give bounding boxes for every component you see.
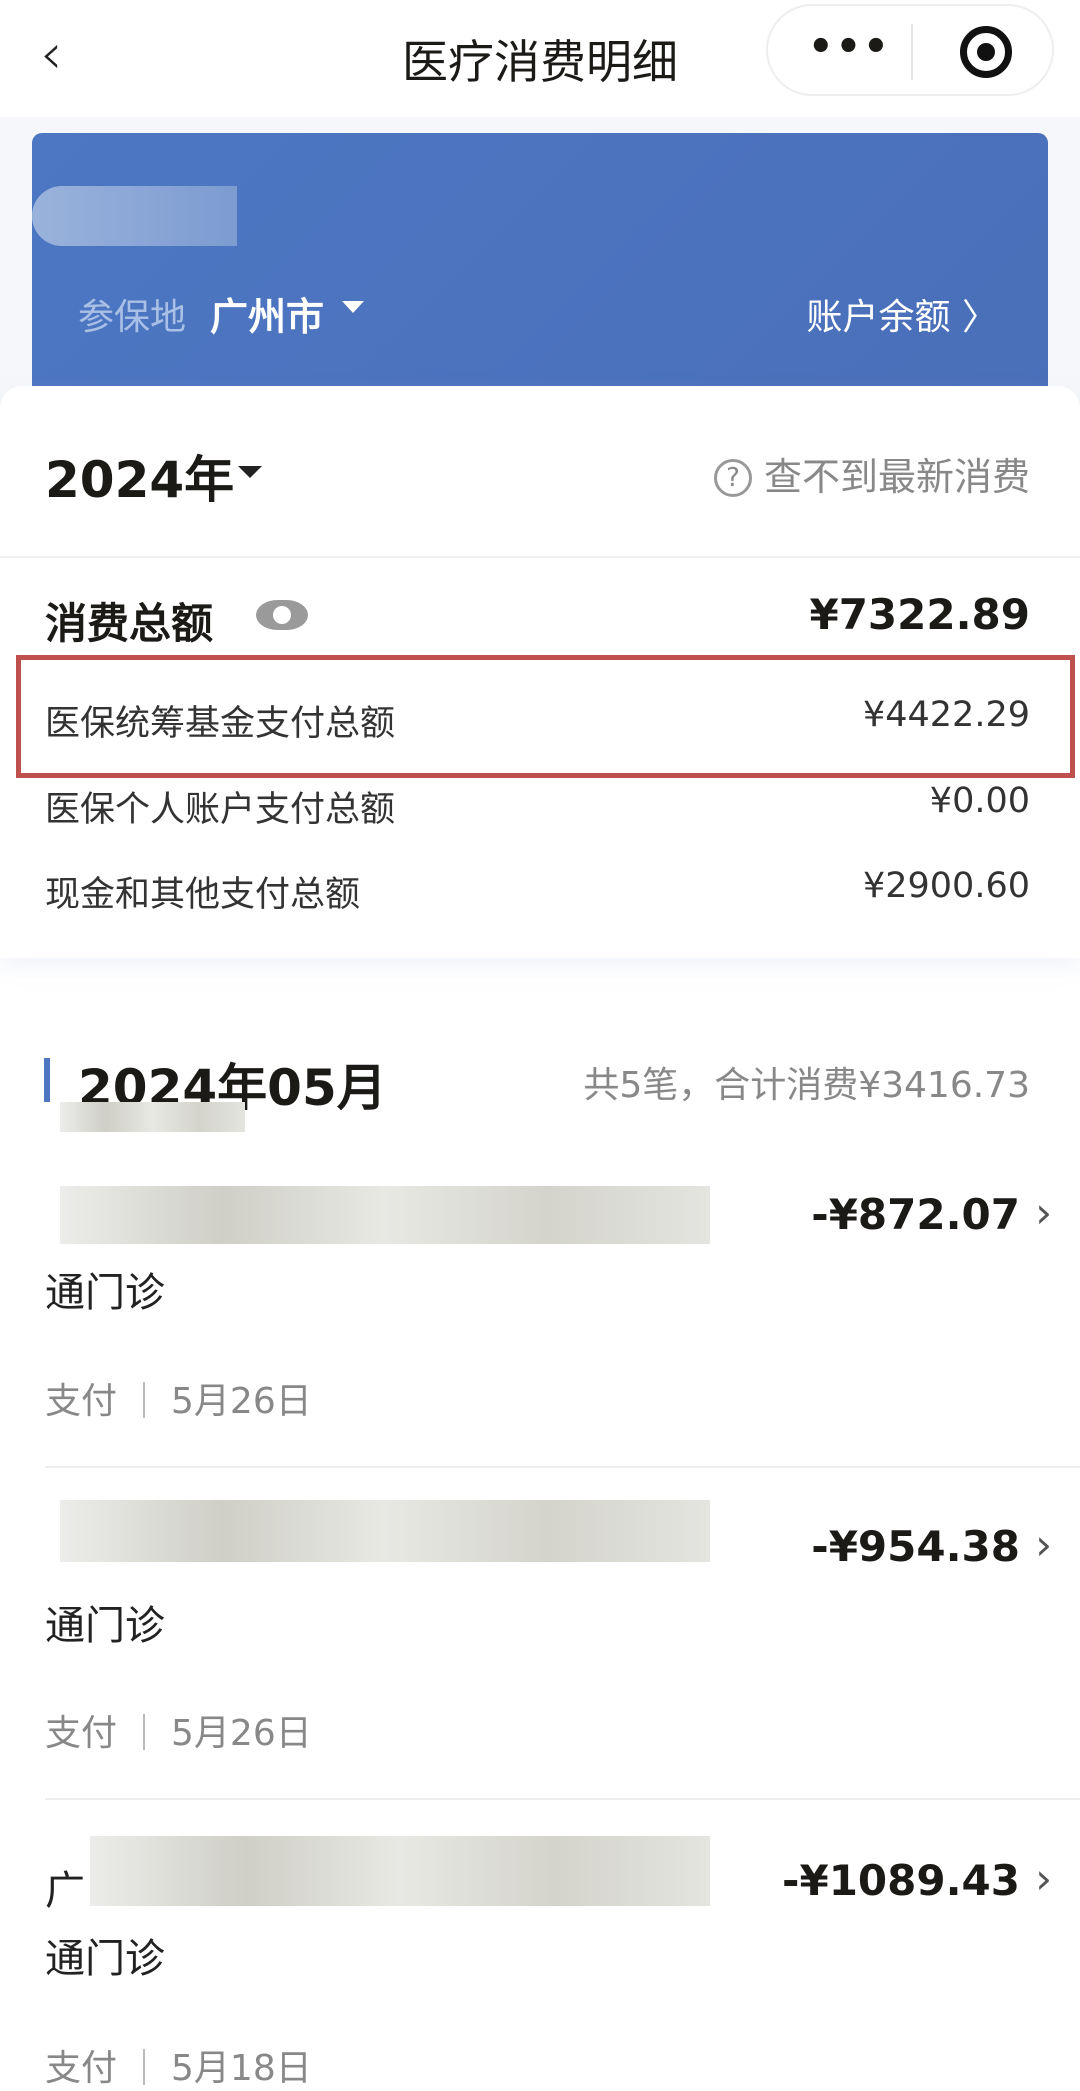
redacted-hospital-name [90, 1836, 710, 1906]
location-label: 参保地 [78, 297, 187, 338]
account-balance-link[interactable]: 账户余额 〉 [806, 297, 998, 338]
caret-down-icon[interactable] [342, 301, 364, 313]
total-value: ¥7322.89 [809, 590, 1030, 639]
question-circle-icon: ? [713, 459, 752, 497]
divider [0, 556, 1080, 558]
item-status: 支付 [45, 2048, 118, 2089]
year-selector[interactable]: 2024年 [45, 451, 235, 509]
more-button[interactable]: ••• [808, 24, 891, 70]
item-type: 通门诊 [45, 1603, 165, 1649]
location-selector[interactable]: 广州市 [210, 295, 325, 339]
item-status: 支付 [45, 1381, 118, 1422]
fund-pay-label: 医保统筹基金支付总额 [45, 704, 396, 744]
back-chevron-icon[interactable]: ‹ [40, 22, 63, 87]
page-title: 医疗消费明细 [402, 35, 678, 89]
item-date: 5月18日 [171, 2048, 312, 2089]
item-meta: 支付 5月18日 [45, 2039, 312, 2091]
close-target-icon[interactable] [960, 26, 1012, 78]
help-text: 查不到最新消费 [763, 455, 1030, 499]
chevron-right-icon[interactable]: › [1035, 1188, 1052, 1237]
redacted-text [60, 1102, 245, 1132]
cash-other-value: ¥2900.60 [862, 866, 1030, 906]
item-amount[interactable]: -¥1089.43 [782, 1856, 1020, 1905]
chevron-right-icon[interactable]: › [1035, 1520, 1052, 1569]
total-label: 消费总额 [45, 599, 214, 648]
eye-icon[interactable] [256, 600, 308, 630]
item-type: 通门诊 [45, 1270, 165, 1316]
item-type: 通门诊 [45, 1936, 165, 1982]
capsule-divider [911, 24, 913, 80]
section-accent-bar [44, 1058, 50, 1102]
redacted-hospital-name [60, 1500, 710, 1562]
redacted-hospital-name [60, 1186, 710, 1244]
item-status: 支付 [45, 1713, 118, 1754]
redacted-name [32, 186, 237, 246]
item-amount[interactable]: -¥872.07 [811, 1190, 1020, 1239]
personal-account-value: ¥0.00 [929, 781, 1030, 821]
mini-program-capsule: ••• [766, 4, 1054, 96]
item-amount[interactable]: -¥954.38 [811, 1522, 1020, 1571]
personal-account-label: 医保个人账户支付总额 [45, 790, 396, 830]
highlight-box [16, 655, 1075, 778]
item-date: 5月26日 [171, 1381, 312, 1422]
divider [45, 1798, 1080, 1800]
cash-other-label: 现金和其他支付总额 [45, 875, 361, 915]
item-meta: 支付 5月26日 [45, 1372, 312, 1424]
month-summary: 共5笔，合计消费¥3416.73 [583, 1065, 1030, 1106]
summary-card [0, 386, 1080, 958]
item-meta: 支付 5月26日 [45, 1704, 312, 1756]
caret-down-icon[interactable] [238, 466, 262, 478]
help-link[interactable]: ? 查不到最新消费 [713, 446, 1030, 501]
item-date: 5月26日 [171, 1713, 312, 1754]
item-name-prefix: 广 [45, 1868, 85, 1914]
insurance-card: 参保地 广州市 账户余额 〉 [32, 133, 1048, 423]
divider [45, 1466, 1080, 1468]
fund-pay-value: ¥4422.29 [862, 695, 1030, 735]
chevron-right-icon[interactable]: › [1035, 1854, 1052, 1903]
